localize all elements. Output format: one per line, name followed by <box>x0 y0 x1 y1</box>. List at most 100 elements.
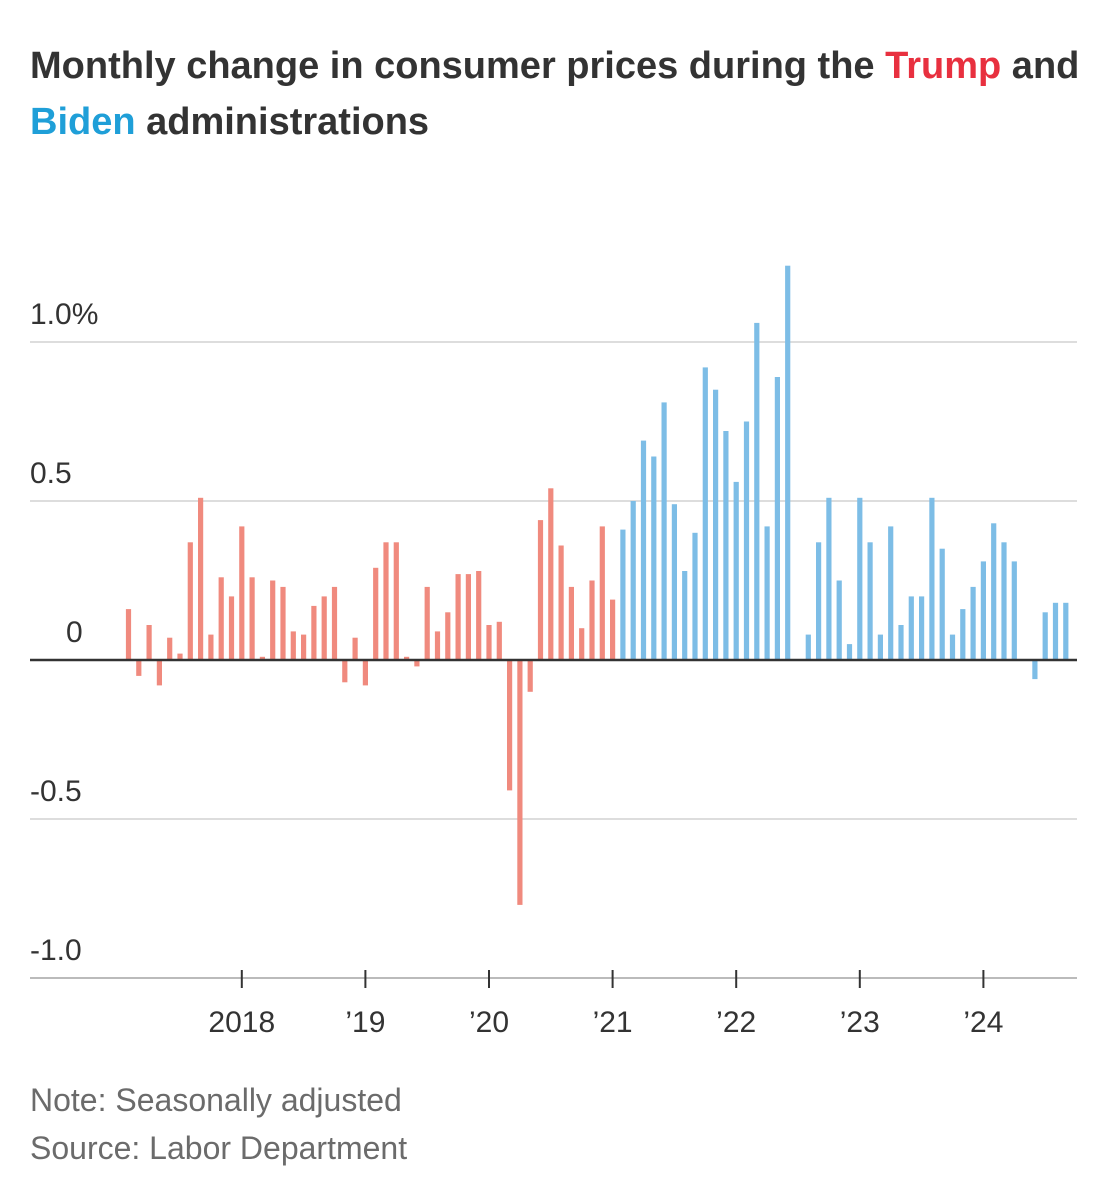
bar-biden <box>774 377 780 660</box>
bar-trump <box>414 660 420 667</box>
bar-biden <box>1063 602 1069 660</box>
title-trump: Trump <box>885 45 1002 87</box>
bar-trump <box>579 628 585 660</box>
bar-trump <box>331 586 338 660</box>
bar-chart: 1.0% 0.5 0 -0.5 -1.0 2018 ’19 ’20 ’21 ’22 ’23 ’24 <box>30 265 1077 1039</box>
bar-trump <box>404 656 410 660</box>
bar-biden <box>949 634 956 660</box>
bar-trump <box>393 542 399 660</box>
bar-trump <box>517 660 523 905</box>
x-tick-label: ’21 <box>593 1006 633 1039</box>
chart-title: Monthly change in consumer prices during… <box>30 38 1080 150</box>
bar-biden <box>898 625 904 660</box>
bar-biden <box>713 389 719 660</box>
bar-trump <box>228 596 235 660</box>
bar-biden <box>836 580 842 660</box>
bar-biden <box>764 526 770 660</box>
bar-trump <box>589 580 595 660</box>
bar-trump <box>568 586 574 660</box>
bar-trump <box>455 574 461 660</box>
bar-biden <box>682 571 688 660</box>
bar-trump <box>548 488 554 660</box>
y-tick-label: -1.0 <box>30 934 82 967</box>
bar-trump <box>280 586 286 660</box>
bar-biden <box>1042 612 1048 660</box>
bar-trump <box>465 574 471 660</box>
bar-trump <box>167 637 173 660</box>
bar-biden <box>805 634 811 660</box>
x-tick-label: ’22 <box>716 1006 756 1039</box>
bar-biden <box>816 542 822 660</box>
bar-trump <box>496 621 502 660</box>
bar-trump <box>218 577 224 660</box>
bar-trump <box>507 660 513 791</box>
bar-trump <box>311 605 317 660</box>
bar-trump <box>125 609 132 660</box>
title-biden: Biden <box>30 101 136 143</box>
bar-trump <box>301 634 307 660</box>
bar-biden <box>888 526 894 660</box>
bar-trump <box>476 571 482 660</box>
bar-biden <box>919 596 925 660</box>
bar-trump <box>249 577 255 660</box>
bar-biden <box>733 481 739 660</box>
bar-biden <box>1032 660 1038 680</box>
bar-biden <box>991 523 997 660</box>
x-tick-label: ’20 <box>469 1006 509 1039</box>
bar-trump <box>383 542 389 660</box>
bar-trump <box>321 596 327 660</box>
bar-trump <box>239 526 245 660</box>
bar-trump <box>208 634 214 660</box>
bar-trump <box>270 580 276 660</box>
y-tick-label: 0 <box>66 616 83 649</box>
bar-trump <box>558 545 564 660</box>
bar-trump <box>290 631 296 660</box>
bar-biden <box>743 421 750 660</box>
bar-trump <box>424 586 430 660</box>
bar-biden <box>1052 602 1059 660</box>
bar-trump <box>486 625 492 660</box>
bar-trump <box>373 567 379 660</box>
bar-trump <box>434 631 441 660</box>
bar-trump <box>610 599 616 660</box>
bar-biden <box>877 634 883 660</box>
bar-biden <box>754 322 760 660</box>
bar-trump <box>259 656 265 660</box>
bar-biden <box>1011 561 1017 660</box>
bar-biden <box>630 501 636 660</box>
bar-biden <box>970 586 976 660</box>
y-tick-label: 1.0% <box>30 298 98 331</box>
x-tick-label: ’24 <box>963 1006 1003 1039</box>
bar-trump <box>342 660 348 683</box>
bar-biden <box>1001 542 1007 660</box>
bar-trump <box>187 542 193 660</box>
bar-biden <box>867 542 873 660</box>
bar-biden <box>723 431 729 660</box>
bar-biden <box>651 456 657 660</box>
bar-biden <box>908 596 914 660</box>
y-tick-label: -0.5 <box>30 775 82 808</box>
x-tick-label: ’19 <box>345 1006 385 1039</box>
note-text: Note: Seasonally adjusted <box>30 1082 402 1118</box>
bar-biden <box>960 609 966 660</box>
bar-biden <box>671 504 677 660</box>
bar-trump <box>198 497 204 660</box>
bar-trump <box>146 625 152 660</box>
chart-footer: Note: Seasonally adjusted Source: Labor … <box>30 1076 407 1172</box>
bar-trump <box>156 660 162 686</box>
title-part-1: Monthly change in consumer prices during… <box>30 45 886 87</box>
bar-biden <box>620 529 626 660</box>
bar-biden <box>640 440 647 660</box>
bar-trump <box>177 653 183 660</box>
bar-biden <box>661 402 667 660</box>
bar-trump <box>527 660 533 692</box>
bar-biden <box>826 497 832 660</box>
bar-trump <box>445 612 451 660</box>
bar-trump <box>362 660 368 686</box>
title-part-2: and <box>1001 45 1080 87</box>
bar-biden <box>929 497 935 660</box>
bar-biden <box>702 367 708 660</box>
bar-trump <box>352 637 358 660</box>
bar-biden <box>846 644 853 660</box>
bar-biden <box>785 265 791 660</box>
